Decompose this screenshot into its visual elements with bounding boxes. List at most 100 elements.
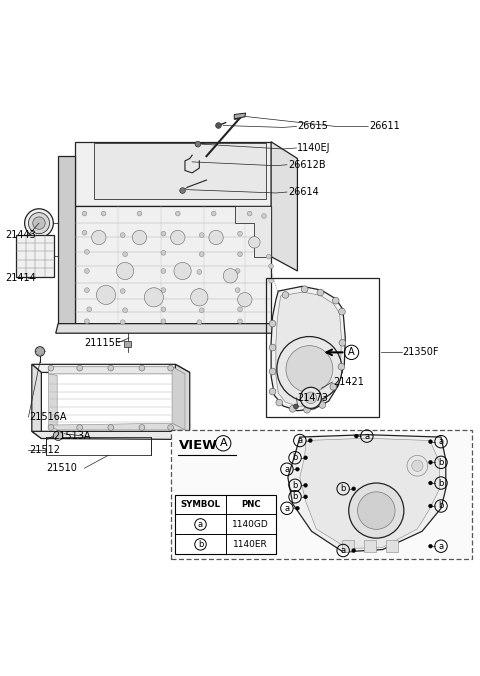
Circle shape xyxy=(407,456,428,476)
Text: SYMBOL: SYMBOL xyxy=(180,500,220,509)
Circle shape xyxy=(247,211,252,216)
Polygon shape xyxy=(32,431,190,439)
Circle shape xyxy=(211,211,216,216)
Circle shape xyxy=(269,278,274,283)
Circle shape xyxy=(238,252,242,257)
Bar xyxy=(364,540,376,552)
Text: a: a xyxy=(284,504,289,513)
Circle shape xyxy=(199,308,204,312)
Polygon shape xyxy=(58,156,75,324)
Bar xyxy=(266,278,379,417)
Circle shape xyxy=(429,504,432,508)
Circle shape xyxy=(84,249,89,254)
Bar xyxy=(124,341,132,347)
Polygon shape xyxy=(48,366,185,374)
Circle shape xyxy=(319,402,325,408)
Circle shape xyxy=(300,387,322,408)
Text: a: a xyxy=(297,436,302,445)
Circle shape xyxy=(238,307,242,312)
Circle shape xyxy=(339,339,346,346)
Circle shape xyxy=(161,288,166,293)
Circle shape xyxy=(108,365,114,371)
Circle shape xyxy=(168,365,173,371)
Text: 26615: 26615 xyxy=(298,122,328,131)
Circle shape xyxy=(82,211,87,216)
Circle shape xyxy=(304,495,308,499)
Circle shape xyxy=(174,262,191,280)
Polygon shape xyxy=(300,438,440,548)
Circle shape xyxy=(92,231,106,245)
Bar xyxy=(46,437,152,455)
Text: b: b xyxy=(198,540,203,549)
Circle shape xyxy=(120,233,125,237)
Text: 26612B: 26612B xyxy=(288,160,325,170)
Circle shape xyxy=(84,268,89,273)
Circle shape xyxy=(24,209,53,237)
Text: 26611: 26611 xyxy=(369,122,400,131)
Text: b: b xyxy=(438,502,444,510)
Circle shape xyxy=(269,388,276,395)
Circle shape xyxy=(301,286,308,293)
Circle shape xyxy=(352,549,356,552)
Polygon shape xyxy=(235,206,271,257)
Circle shape xyxy=(139,425,145,431)
Text: 21516A: 21516A xyxy=(29,412,67,422)
Circle shape xyxy=(338,308,345,315)
Text: 26614: 26614 xyxy=(288,187,319,197)
Circle shape xyxy=(87,307,92,312)
Polygon shape xyxy=(276,292,341,406)
Circle shape xyxy=(77,425,83,431)
Text: 21510: 21510 xyxy=(46,463,77,473)
Circle shape xyxy=(170,231,185,245)
Text: b: b xyxy=(292,492,298,502)
Text: 21414: 21414 xyxy=(5,273,36,283)
Circle shape xyxy=(117,262,134,280)
Text: 1140GD: 1140GD xyxy=(232,520,269,529)
Circle shape xyxy=(108,425,114,431)
Text: b: b xyxy=(438,458,444,467)
Circle shape xyxy=(48,425,54,431)
Circle shape xyxy=(296,467,300,471)
Circle shape xyxy=(282,291,289,298)
Circle shape xyxy=(53,431,63,441)
Circle shape xyxy=(161,307,166,312)
Text: A: A xyxy=(219,438,227,448)
Circle shape xyxy=(429,544,432,548)
Circle shape xyxy=(132,231,147,245)
Bar xyxy=(342,540,354,552)
Text: a: a xyxy=(341,546,346,555)
Circle shape xyxy=(120,270,125,274)
Bar xyxy=(386,540,398,552)
Circle shape xyxy=(286,345,333,393)
Circle shape xyxy=(429,460,432,464)
Polygon shape xyxy=(48,423,185,430)
Circle shape xyxy=(338,364,345,370)
Circle shape xyxy=(161,319,166,324)
Circle shape xyxy=(296,506,300,510)
Circle shape xyxy=(289,406,296,412)
Polygon shape xyxy=(175,364,190,439)
Circle shape xyxy=(216,122,221,128)
Polygon shape xyxy=(32,364,41,439)
Circle shape xyxy=(238,231,242,236)
Polygon shape xyxy=(75,142,271,206)
Text: b: b xyxy=(292,481,298,490)
Text: 1140EJ: 1140EJ xyxy=(298,143,331,153)
Polygon shape xyxy=(56,324,293,333)
Circle shape xyxy=(429,481,432,485)
Circle shape xyxy=(269,344,276,351)
Circle shape xyxy=(199,252,204,257)
Circle shape xyxy=(77,365,83,371)
Text: 21512: 21512 xyxy=(29,445,60,456)
Text: b: b xyxy=(292,453,298,462)
Text: A: A xyxy=(348,347,355,358)
Text: VIEW: VIEW xyxy=(179,439,218,452)
Circle shape xyxy=(238,319,242,324)
Text: b: b xyxy=(438,479,444,487)
Text: a: a xyxy=(438,541,444,551)
Circle shape xyxy=(84,288,89,293)
Text: a: a xyxy=(438,437,444,446)
Bar xyxy=(175,495,276,554)
Circle shape xyxy=(161,250,166,256)
Text: 21350F: 21350F xyxy=(403,347,439,358)
